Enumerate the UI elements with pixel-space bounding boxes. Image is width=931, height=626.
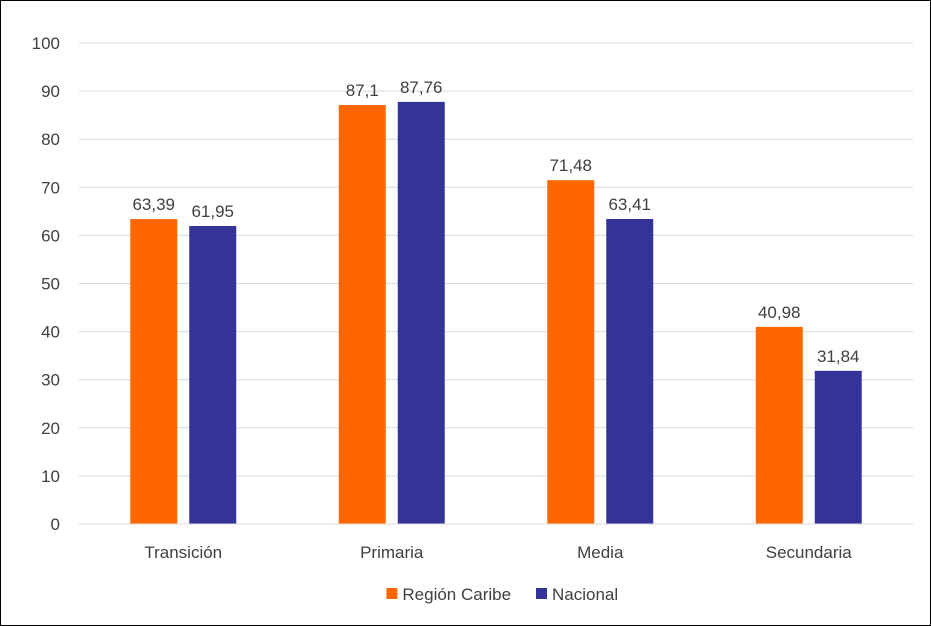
y-tick-label: 50 <box>41 275 60 294</box>
data-label: 63,39 <box>132 195 175 214</box>
y-tick-label: 0 <box>51 515 60 534</box>
y-tick-label: 70 <box>41 178 60 197</box>
legend-swatch <box>536 588 547 599</box>
data-label: 87,76 <box>400 78 443 97</box>
bar <box>814 370 862 524</box>
y-tick-label: 60 <box>41 226 60 245</box>
bar <box>755 326 803 524</box>
data-label: 87,1 <box>346 81 379 100</box>
x-tick-label: Primaria <box>360 543 424 562</box>
legend-swatch <box>386 588 398 599</box>
data-label: 31,84 <box>817 347 860 366</box>
bar <box>338 105 386 524</box>
data-label: 71,48 <box>549 156 592 175</box>
data-label: 40,98 <box>758 303 801 322</box>
y-tick-label: 90 <box>41 82 60 101</box>
y-tick-label: 100 <box>32 34 60 53</box>
x-tick-label: Media <box>577 543 624 562</box>
y-tick-label: 20 <box>41 419 60 438</box>
x-tick-label: Secundaria <box>766 543 853 562</box>
legend-label: Nacional <box>552 585 618 604</box>
bar <box>606 218 654 524</box>
x-tick-label: Transición <box>144 543 222 562</box>
bar <box>130 219 178 524</box>
legend-label: Región Caribe <box>402 585 511 604</box>
y-tick-label: 10 <box>41 467 60 486</box>
data-label: 63,41 <box>608 195 651 214</box>
bar <box>189 226 237 524</box>
bar <box>397 101 445 525</box>
y-tick-label: 80 <box>41 130 60 149</box>
data-label: 61,95 <box>191 202 234 221</box>
y-tick-label: 30 <box>41 371 60 390</box>
bar <box>547 180 595 524</box>
y-tick-label: 40 <box>41 323 60 342</box>
